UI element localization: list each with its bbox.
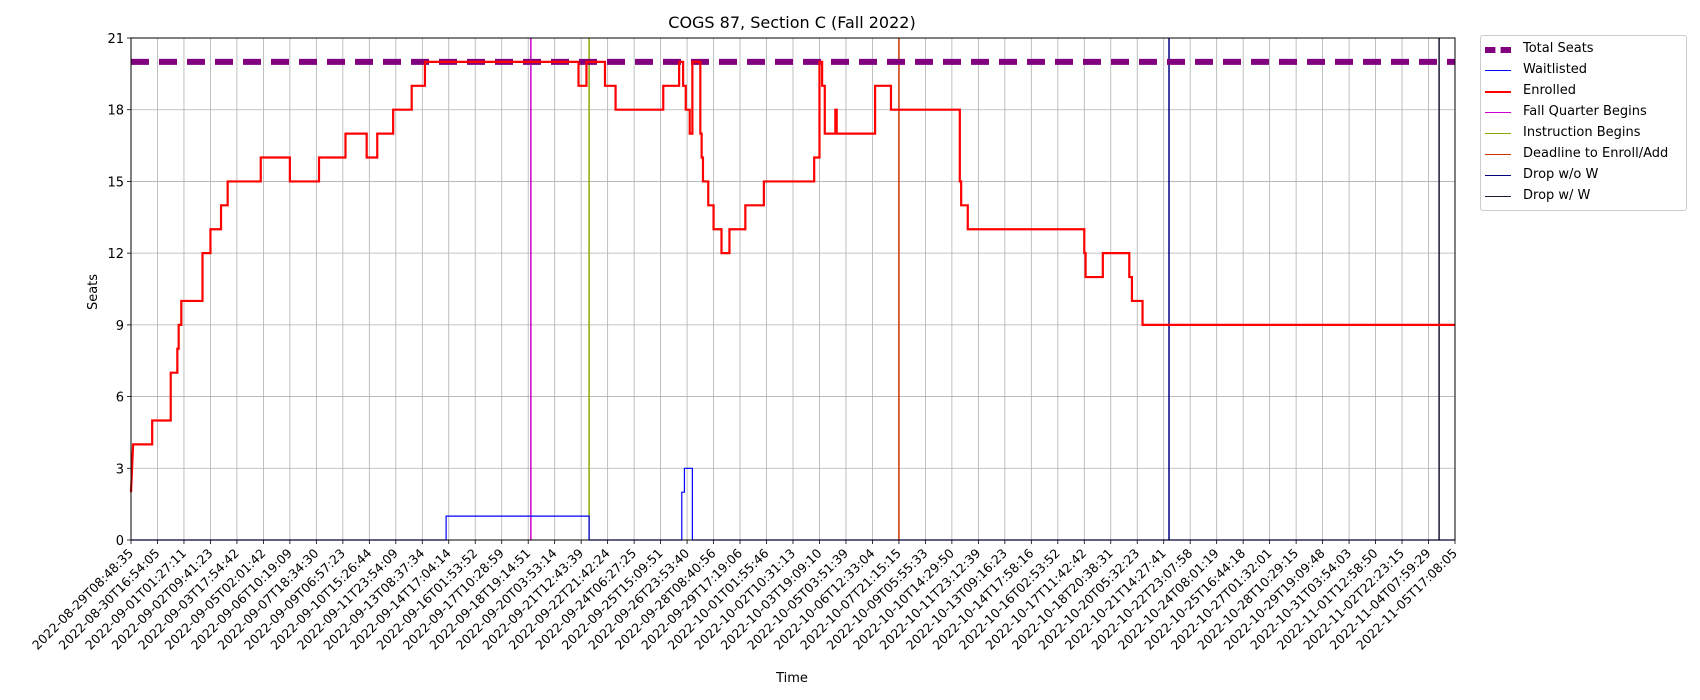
chart-title: COGS 87, Section C (Fall 2022) [668,13,915,32]
legend-swatch [1485,196,1511,198]
legend-swatch [1485,112,1511,114]
legend-item-waitlisted: Waitlisted [1481,61,1686,81]
legend-label: Waitlisted [1523,62,1588,77]
legend-swatch [1485,70,1511,72]
legend-label: Deadline to Enroll/Add [1523,146,1669,161]
legend-label: Drop w/ W [1523,188,1591,203]
y-tick-label: 6 [116,391,124,406]
legend-item-drop-w-o-w: Drop w/o W [1481,166,1686,186]
y-tick-label: 21 [107,32,124,47]
legend-swatch [1485,90,1511,93]
legend-item-fall-quarter-begins: Fall Quarter Begins [1481,103,1686,123]
legend-label: Drop w/o W [1523,167,1599,182]
legend-swatch [1485,175,1511,177]
y-axis-ticks: 0 3 6 9 12 15 18 21 [107,32,131,549]
legend-item-deadline-to-enroll-add: Deadline to Enroll/Add [1481,145,1686,165]
y-axis-label: Seats [86,274,101,310]
x-axis-label: Time [775,671,808,686]
legend-label: Total Seats [1523,41,1594,56]
event-lines [530,38,1440,540]
y-tick-label: 9 [116,319,124,334]
legend-swatch [1485,154,1511,156]
x-axis-ticks: 2022-08-29T08:48:352022-08-30T16:54:0520… [29,540,1460,653]
legend-swatch [1485,47,1511,53]
legend-item-enrolled: Enrolled [1481,82,1686,102]
legend-label: Instruction Begins [1523,125,1641,140]
legend-label: Fall Quarter Begins [1523,104,1647,119]
y-tick-label: 0 [116,534,124,549]
legend-item-instruction-begins: Instruction Begins [1481,124,1686,144]
y-tick-label: 3 [116,462,124,477]
y-tick-label: 12 [107,247,124,262]
legend-swatch [1485,133,1511,135]
y-tick-label: 15 [107,175,124,190]
legend: Total Seats Waitlisted Enrolled Fall Quarte… [1480,35,1687,211]
series-line-waitlisted [131,467,1455,541]
y-tick-label: 18 [107,104,124,119]
grid [130,37,1456,541]
series-lines [129,58,1455,541]
series-line-enrolled [129,60,1455,493]
legend-item-total-seats: Total Seats [1481,40,1686,60]
legend-label: Enrolled [1523,83,1576,98]
legend-item-drop-w-w: Drop w/ W [1481,187,1686,207]
